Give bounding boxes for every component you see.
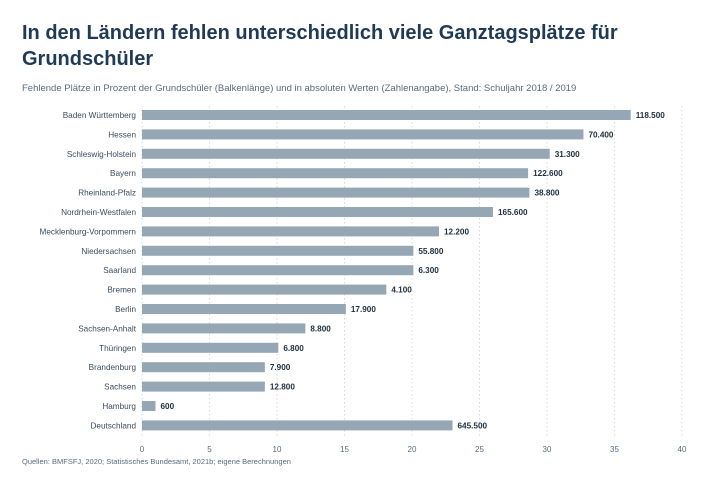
value-label: 7.900	[270, 363, 291, 372]
bar	[142, 187, 530, 198]
value-label: 12.200	[444, 227, 469, 236]
bar	[142, 342, 279, 353]
value-label: 55.800	[418, 247, 443, 256]
bar	[142, 245, 414, 256]
bar	[142, 110, 631, 120]
bar	[142, 265, 414, 276]
bar	[142, 420, 453, 431]
chart-subtitle: Fehlende Plätze in Prozent der Grundschü…	[22, 83, 577, 94]
value-label: 645.500	[458, 421, 488, 430]
bar	[142, 207, 493, 217]
category-label: Deutschland	[90, 421, 136, 430]
category-label: Mecklenburg-Vorpommern	[40, 227, 137, 236]
value-label: 38.800	[534, 189, 559, 198]
category-label: Thüringen	[99, 344, 136, 353]
bar	[142, 304, 346, 314]
x-tick-label: 25	[475, 445, 484, 454]
value-label: 17.900	[351, 305, 376, 314]
category-label: Nordrhein-Westfalen	[61, 208, 136, 217]
bar	[142, 168, 529, 179]
x-tick-label: 35	[610, 445, 619, 454]
bar	[142, 148, 550, 159]
category-label: Bayern	[110, 169, 136, 178]
x-tick-label: 40	[678, 445, 687, 454]
value-label: 6.300	[418, 266, 439, 275]
x-tick-label: 30	[543, 445, 552, 454]
category-label: Sachsen	[104, 383, 136, 392]
category-label: Schleswig-Holstein	[67, 150, 137, 159]
category-label: Saarland	[103, 266, 136, 275]
x-tick-label: 0	[140, 445, 145, 454]
category-label: Brandenburg	[89, 363, 137, 372]
value-label: 12.800	[270, 383, 295, 392]
category-label: Sachsen-Anhalt	[78, 324, 137, 333]
category-label: Berlin	[115, 305, 136, 314]
chart-title: In den Ländern fehlen unterschiedlich vi…	[22, 22, 618, 70]
category-label: Niedersachsen	[81, 247, 136, 256]
value-label: 31.300	[555, 150, 580, 159]
x-tick-label: 20	[408, 445, 417, 454]
value-label: 4.100	[391, 286, 412, 295]
category-label: Hessen	[108, 130, 136, 139]
x-tick-label: 15	[340, 445, 349, 454]
value-label: 118.500	[636, 111, 666, 120]
bar	[142, 401, 156, 411]
value-label: 600	[161, 402, 175, 411]
source-note: Quellen: BMFSFJ, 2020; Statistisches Bun…	[22, 457, 291, 466]
x-tick-label: 5	[207, 445, 212, 454]
value-label: 6.800	[283, 344, 304, 353]
category-label: Baden Württemberg	[63, 111, 137, 120]
bar	[142, 362, 265, 373]
category-label: Bremen	[107, 286, 136, 295]
bar	[142, 226, 439, 237]
bar	[142, 284, 387, 295]
value-label: 70.400	[588, 130, 613, 139]
value-label: 122.600	[533, 169, 563, 178]
category-label: Hamburg	[102, 402, 136, 411]
bar	[142, 381, 265, 392]
value-label: 165.600	[498, 208, 528, 217]
x-tick-label: 10	[273, 445, 282, 454]
value-label: 8.800	[310, 324, 331, 333]
category-label: Rheinland-Pfalz	[78, 189, 136, 198]
bar	[142, 323, 306, 334]
bar	[142, 129, 584, 140]
